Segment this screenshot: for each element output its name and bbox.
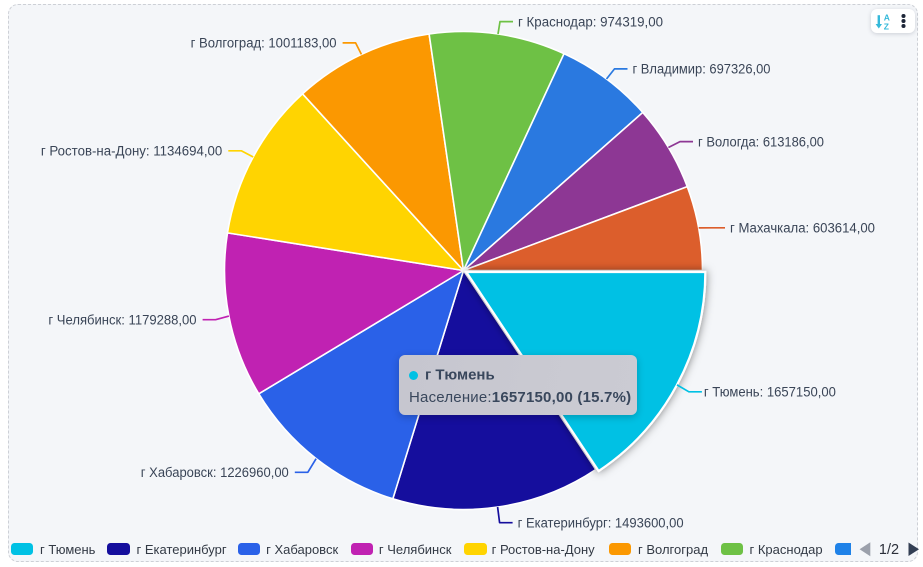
svg-text:г Тюмень: 1657150,00: г Тюмень: 1657150,00 bbox=[704, 385, 836, 400]
svg-text:1/2: 1/2 bbox=[879, 542, 899, 558]
svg-text:г Волгоград: 1001183,00: г Волгоград: 1001183,00 bbox=[191, 36, 337, 51]
svg-text:г Владимир: 697326,00: г Владимир: 697326,00 bbox=[633, 62, 771, 77]
svg-text:г Екатеринбург: 1493600,00: г Екатеринбург: 1493600,00 bbox=[518, 515, 684, 530]
svg-text:г Краснодар: 974319,00: г Краснодар: 974319,00 bbox=[518, 14, 663, 29]
svg-text:г Ростов-на-Дону: 1134694,00: г Ростов-на-Дону: 1134694,00 bbox=[41, 144, 222, 159]
svg-text:г Вологда: 613186,00: г Вологда: 613186,00 bbox=[698, 134, 824, 149]
svg-text:г Челябинск: 1179288,00: г Челябинск: 1179288,00 bbox=[48, 312, 196, 327]
svg-text:г Махачкала: 603614,00: г Махачкала: 603614,00 bbox=[730, 221, 875, 236]
svg-text:г Хабаровск: 1226960,00: г Хабаровск: 1226960,00 bbox=[141, 465, 289, 480]
svg-text:A: A bbox=[884, 12, 890, 22]
svg-text:Z: Z bbox=[884, 21, 889, 31]
